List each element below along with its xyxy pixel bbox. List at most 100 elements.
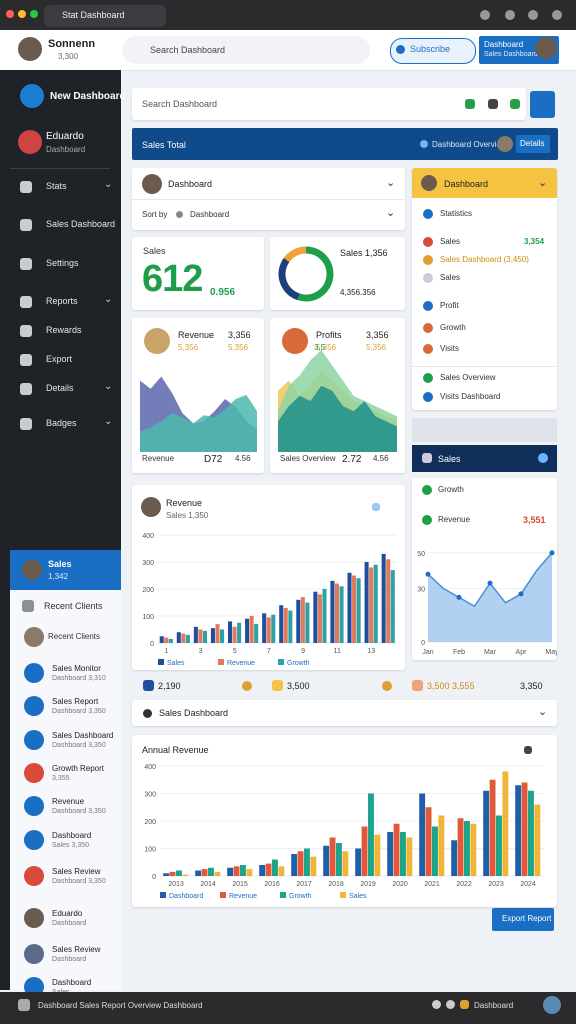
label: Sales Dashboard bbox=[484, 51, 538, 58]
label[interactable]: Revenue bbox=[52, 797, 85, 806]
y-tick-label: 100 bbox=[142, 614, 154, 621]
label: 5,356 bbox=[178, 343, 199, 352]
y-tick-label: 200 bbox=[144, 819, 156, 826]
x-tick-label: May bbox=[545, 649, 557, 656]
label[interactable]: Sales bbox=[440, 237, 461, 246]
label: Sales bbox=[438, 454, 461, 464]
icon bbox=[24, 796, 44, 816]
bar bbox=[227, 621, 233, 643]
label[interactable]: Export Report bbox=[502, 914, 552, 923]
icon bbox=[30, 10, 38, 18]
bar bbox=[272, 859, 278, 876]
label: Annual Revenue bbox=[142, 745, 209, 755]
banner bbox=[132, 128, 558, 160]
x-tick-label: 13 bbox=[367, 648, 375, 655]
label[interactable]: Details bbox=[46, 383, 74, 393]
bar bbox=[381, 553, 386, 643]
x-tick-label: 3 bbox=[199, 648, 203, 655]
label[interactable]: Recent Clients bbox=[48, 632, 101, 641]
label: 3,356 bbox=[366, 330, 389, 340]
bar bbox=[521, 782, 528, 876]
banner-button[interactable] bbox=[516, 135, 550, 153]
export-button[interactable] bbox=[492, 908, 554, 931]
label[interactable]: Growth bbox=[440, 323, 466, 332]
icon bbox=[24, 663, 44, 683]
legend-swatch bbox=[158, 659, 164, 665]
bar bbox=[489, 779, 496, 876]
label[interactable]: Export bbox=[46, 354, 73, 364]
x-tick-label: 7 bbox=[267, 648, 271, 655]
label: Sonnenn bbox=[48, 38, 96, 50]
label[interactable]: Reports bbox=[46, 296, 78, 306]
legend-swatch bbox=[280, 892, 286, 898]
label[interactable]: Sales Dashboard bbox=[159, 708, 229, 718]
label[interactable]: Statistics bbox=[440, 209, 473, 218]
x-tick-label: 2019 bbox=[360, 881, 376, 888]
x-tick-label: Feb bbox=[453, 649, 465, 656]
bar bbox=[355, 848, 362, 876]
label[interactable]: Visits bbox=[440, 344, 459, 353]
icon bbox=[20, 354, 32, 366]
icon bbox=[24, 763, 44, 783]
bar bbox=[390, 570, 395, 643]
label[interactable]: Rewards bbox=[46, 325, 82, 335]
icon bbox=[282, 328, 308, 354]
icon bbox=[143, 680, 154, 691]
label[interactable]: Eduardo bbox=[52, 909, 83, 918]
label: Dashboard 3,350 bbox=[52, 742, 106, 749]
bar bbox=[323, 845, 330, 876]
label[interactable]: Visits Dashboard bbox=[440, 392, 501, 401]
label[interactable]: Dashboard bbox=[52, 831, 92, 840]
bar bbox=[198, 629, 203, 643]
search-button[interactable] bbox=[530, 91, 555, 118]
label[interactable]: Sales Dashboard bbox=[46, 219, 116, 229]
label[interactable]: Sales Review bbox=[52, 945, 101, 954]
label[interactable]: Stats bbox=[46, 181, 67, 191]
label[interactable]: Growth Report bbox=[52, 764, 105, 773]
icon bbox=[423, 273, 433, 283]
bar bbox=[317, 594, 322, 643]
label[interactable]: Sales Monitor bbox=[52, 664, 101, 673]
search-box[interactable] bbox=[122, 36, 370, 64]
label: 4.56 bbox=[235, 454, 251, 463]
label[interactable]: Dashboard bbox=[190, 210, 230, 219]
avatar bbox=[497, 136, 513, 152]
label[interactable]: Sales Dashboard (3,450) bbox=[440, 255, 529, 264]
label[interactable]: New Dashboard bbox=[50, 91, 126, 102]
icon bbox=[382, 681, 392, 691]
label[interactable]: Sales bbox=[440, 273, 461, 282]
tab[interactable] bbox=[44, 5, 166, 27]
label[interactable]: Sales Overview bbox=[440, 373, 496, 382]
label: Stat Dashboard bbox=[62, 10, 125, 20]
bar bbox=[342, 851, 349, 876]
label[interactable]: Sales Report bbox=[52, 697, 99, 706]
sidebar-list-left bbox=[0, 590, 10, 990]
label[interactable]: Settings bbox=[46, 258, 79, 268]
x-tick-label: 11 bbox=[334, 648, 341, 655]
label: Dashboard 3,350 bbox=[52, 708, 106, 715]
label[interactable]: Sales Dashboard bbox=[52, 731, 114, 740]
label[interactable]: Dashboard bbox=[52, 978, 92, 987]
bar bbox=[373, 564, 378, 643]
x-tick-label: 2013 bbox=[168, 881, 184, 888]
y-tick-label: 0 bbox=[152, 874, 156, 881]
avatar bbox=[24, 944, 44, 964]
legend-label: Growth bbox=[287, 660, 310, 667]
card bbox=[132, 88, 526, 120]
bar bbox=[262, 613, 267, 643]
label[interactable]: Badges bbox=[46, 418, 77, 428]
label: 5,356 bbox=[366, 343, 387, 352]
label[interactable]: Sales Review bbox=[52, 867, 101, 876]
footer-bar bbox=[0, 992, 576, 1024]
x-tick-label: 2015 bbox=[232, 881, 248, 888]
legend-label: Revenue bbox=[229, 893, 257, 900]
bar bbox=[300, 597, 305, 643]
donut-slice bbox=[297, 246, 334, 302]
avatar bbox=[18, 130, 42, 154]
icon[interactable] bbox=[20, 84, 44, 108]
point bbox=[425, 571, 431, 577]
label[interactable]: Profit bbox=[440, 301, 459, 310]
line-chart: 0 30 50 Jan Feb Mar Apr May bbox=[417, 550, 557, 656]
label: Details bbox=[520, 139, 545, 148]
chevron: ⌄ bbox=[538, 706, 548, 718]
